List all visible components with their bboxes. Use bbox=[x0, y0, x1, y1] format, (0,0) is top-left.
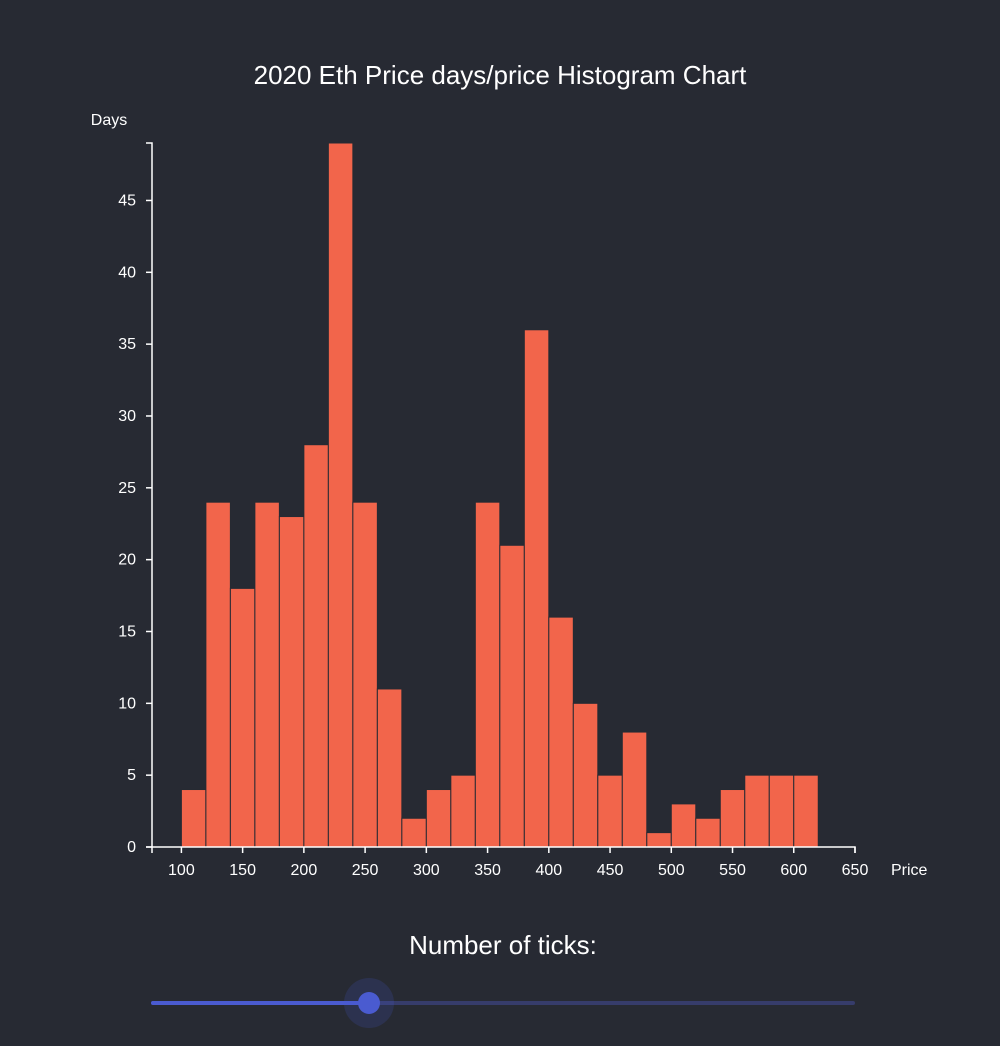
bars-group bbox=[180, 142, 819, 848]
x-axis-label: Price bbox=[891, 862, 928, 879]
histogram-bar bbox=[303, 444, 329, 848]
histogram-bar bbox=[548, 616, 574, 848]
histogram-bar bbox=[695, 817, 721, 848]
histogram-chart: 2020 Eth Price days/price Histogram Char… bbox=[91, 60, 928, 879]
histogram-bar bbox=[229, 587, 256, 848]
histogram-bar bbox=[401, 817, 427, 848]
y-tick-label: 5 bbox=[127, 767, 136, 784]
histogram-bar bbox=[205, 501, 231, 848]
ticks-label: Number of ticks: bbox=[409, 930, 597, 960]
y-tick-label: 35 bbox=[118, 336, 136, 353]
x-tick-label: 650 bbox=[842, 862, 869, 879]
x-tick-label: 350 bbox=[474, 862, 501, 879]
y-tick-label: 45 bbox=[118, 192, 136, 209]
x-axis-line bbox=[151, 846, 856, 853]
slider-thumb[interactable] bbox=[358, 992, 381, 1014]
ticks-slider[interactable] bbox=[151, 978, 855, 1028]
y-tick-label: 10 bbox=[118, 695, 136, 712]
histogram-bar bbox=[474, 501, 501, 848]
slider-track[interactable] bbox=[151, 1001, 370, 1005]
y-axis: 0 5 10 15 20 25 30 35 40 45 bbox=[118, 142, 153, 856]
histogram-bar bbox=[180, 789, 207, 848]
tick-controls: Number of ticks: bbox=[0, 918, 1000, 1038]
y-tick-label: 15 bbox=[118, 623, 136, 640]
x-tick-label: 450 bbox=[597, 862, 624, 879]
y-tick-label: 20 bbox=[118, 552, 136, 569]
x-tick-label: 550 bbox=[719, 862, 746, 879]
chart-title: 2020 Eth Price days/price Histogram Char… bbox=[254, 60, 748, 90]
x-tick-label: 100 bbox=[168, 862, 195, 879]
x-tick-label: 200 bbox=[291, 862, 318, 879]
histogram-bar bbox=[425, 789, 452, 848]
histogram-bar bbox=[597, 774, 623, 848]
x-tick-label: 250 bbox=[352, 862, 379, 879]
y-tick-label: 25 bbox=[118, 480, 136, 497]
histogram-bar bbox=[523, 329, 550, 848]
histogram-bar bbox=[450, 774, 476, 848]
histogram-bar bbox=[352, 501, 378, 848]
histogram-bar bbox=[793, 774, 819, 848]
y-axis-label: Days bbox=[91, 112, 127, 129]
histogram-bar bbox=[376, 688, 403, 848]
histogram-bar bbox=[719, 789, 746, 848]
histogram-bar bbox=[768, 774, 795, 848]
x-tick-label: 150 bbox=[229, 862, 256, 879]
histogram-bar bbox=[621, 731, 648, 848]
histogram-bar bbox=[254, 501, 280, 848]
y-tick-label: 0 bbox=[127, 839, 136, 856]
y-tick-label: 40 bbox=[118, 264, 136, 281]
histogram-bar bbox=[327, 142, 354, 848]
histogram-bar bbox=[278, 516, 305, 848]
x-axis: 100 150 200 250 300 350 400 450 500 550 600 650 bbox=[151, 846, 869, 879]
x-tick-label: 300 bbox=[413, 862, 440, 879]
histogram-bar bbox=[499, 544, 525, 848]
histogram-bar bbox=[572, 702, 599, 848]
y-axis-line bbox=[146, 142, 153, 848]
x-tick-label: 600 bbox=[780, 862, 807, 879]
x-tick-label: 400 bbox=[535, 862, 562, 879]
histogram-bar bbox=[646, 832, 672, 848]
histogram-bar bbox=[744, 774, 770, 848]
x-tick-label: 500 bbox=[658, 862, 685, 879]
histogram-bar bbox=[670, 803, 697, 848]
slider-rail[interactable] bbox=[151, 1001, 855, 1005]
y-tick-label: 30 bbox=[118, 408, 136, 425]
